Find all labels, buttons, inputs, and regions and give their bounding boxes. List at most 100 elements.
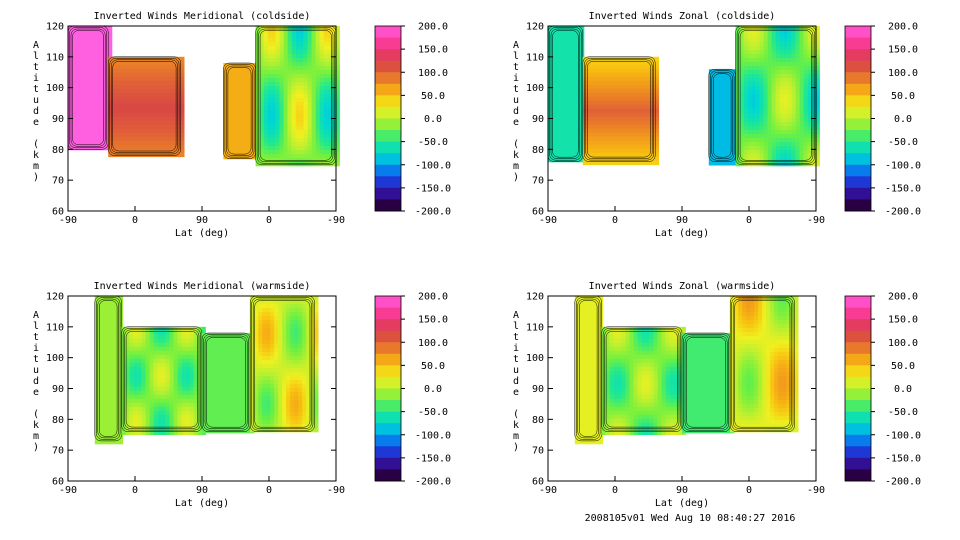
- data-cell: [323, 138, 328, 143]
- data-cell: [121, 350, 126, 356]
- data-cell: [323, 118, 328, 123]
- data-cell: [197, 414, 202, 420]
- data-cell: [590, 56, 596, 62]
- data-cell: [242, 345, 247, 350]
- data-cell: [72, 138, 77, 143]
- data-cell: [630, 108, 636, 114]
- data-cell: [72, 54, 77, 59]
- data-cell: [185, 386, 190, 392]
- data-cell: [755, 42, 760, 47]
- data-cell: [720, 113, 726, 118]
- data-cell: [807, 34, 812, 39]
- data-cell: [76, 70, 81, 75]
- data-cell: [743, 90, 748, 95]
- data-cell: [572, 70, 577, 75]
- data-cell: [283, 74, 288, 79]
- data-cell: [180, 68, 185, 74]
- data-cell: [100, 26, 105, 31]
- data-cell: [129, 422, 134, 428]
- data-cell: [552, 38, 557, 43]
- data-cell: [319, 134, 324, 139]
- data-cell: [799, 134, 804, 139]
- data-cell: [331, 162, 336, 167]
- data-cell: [716, 141, 722, 146]
- data-cell: [110, 332, 116, 337]
- data-cell: [295, 78, 300, 83]
- data-cell: [582, 132, 588, 138]
- data-cell: [108, 46, 113, 51]
- data-cell: [108, 72, 113, 78]
- data-cell: [650, 128, 656, 134]
- data-cell: [255, 26, 260, 31]
- data-cell: [580, 38, 585, 43]
- data-cell: [202, 405, 207, 410]
- data-cell: [787, 146, 792, 151]
- data-cell: [747, 86, 752, 91]
- data-cell: [238, 357, 243, 362]
- data-cell: [180, 80, 185, 86]
- data-cell: [783, 134, 788, 139]
- data-cell: [626, 80, 632, 86]
- data-cell: [112, 152, 117, 158]
- data-cell: [125, 410, 130, 416]
- data-cell: [231, 91, 236, 96]
- data-cell: [602, 92, 608, 98]
- data-cell: [811, 138, 816, 143]
- data-cell: [223, 127, 228, 132]
- data-cell: [263, 114, 268, 119]
- data-cell: [302, 320, 307, 325]
- data-cell: [618, 84, 624, 90]
- data-cell: [307, 58, 312, 63]
- data-cell: [815, 94, 820, 99]
- data-cell: [311, 46, 316, 51]
- data-cell: [586, 68, 592, 74]
- data-cell: [271, 70, 276, 75]
- data-cell: [88, 58, 93, 63]
- data-cell: [149, 394, 154, 400]
- data-cell: [173, 382, 178, 388]
- data-cell: [751, 126, 756, 131]
- data-cell: [102, 356, 108, 361]
- data-cell: [189, 378, 194, 384]
- data-cell: [165, 358, 170, 364]
- data-cell: [96, 106, 101, 111]
- colorbar-label: -50.0: [888, 137, 918, 148]
- data-cell: [724, 145, 730, 150]
- data-cell: [311, 154, 316, 159]
- data-cell: [552, 146, 557, 151]
- data-cell: [759, 38, 764, 43]
- data-cell: [799, 62, 804, 67]
- data-cell: [298, 296, 303, 301]
- data-cell: [125, 382, 130, 388]
- data-cell: [106, 440, 112, 445]
- data-cell: [80, 34, 85, 39]
- data-cell: [598, 80, 604, 86]
- data-cell: [239, 99, 244, 104]
- data-cell: [287, 86, 292, 91]
- data-cell: [286, 316, 291, 321]
- data-cell: [121, 374, 126, 380]
- data-cell: [206, 389, 211, 394]
- data-cell: [141, 406, 146, 412]
- data-cell: [181, 414, 186, 420]
- data-cell: [141, 414, 146, 420]
- data-cell: [299, 134, 304, 139]
- data-cell: [560, 118, 565, 123]
- data-cell: [747, 110, 752, 115]
- data-cell: [622, 64, 628, 70]
- data-cell: [92, 42, 97, 47]
- data-cell: [136, 100, 141, 106]
- data-cell: [102, 388, 108, 393]
- data-cell: [98, 396, 104, 401]
- data-cell: [279, 50, 284, 55]
- data-cell: [230, 385, 235, 390]
- data-cell: [712, 93, 718, 98]
- data-cell: [137, 370, 142, 376]
- data-cell: [144, 120, 149, 126]
- data-cell: [735, 106, 740, 111]
- data-cell: [160, 56, 165, 62]
- data-cell: [650, 104, 656, 110]
- data-cell: [335, 110, 340, 115]
- data-cell: [775, 154, 780, 159]
- data-cell: [102, 416, 108, 421]
